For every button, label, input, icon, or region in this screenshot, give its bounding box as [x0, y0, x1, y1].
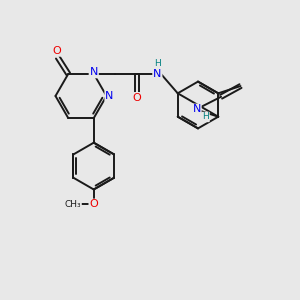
Text: O: O: [89, 200, 98, 209]
Text: N: N: [153, 69, 161, 79]
Text: CH₃: CH₃: [64, 200, 81, 209]
Text: N: N: [90, 68, 98, 77]
Text: N: N: [105, 91, 114, 101]
Text: H: H: [202, 112, 209, 122]
Text: N: N: [192, 104, 201, 115]
Text: O: O: [133, 93, 141, 103]
Text: O: O: [52, 46, 61, 56]
Text: H: H: [154, 59, 161, 68]
